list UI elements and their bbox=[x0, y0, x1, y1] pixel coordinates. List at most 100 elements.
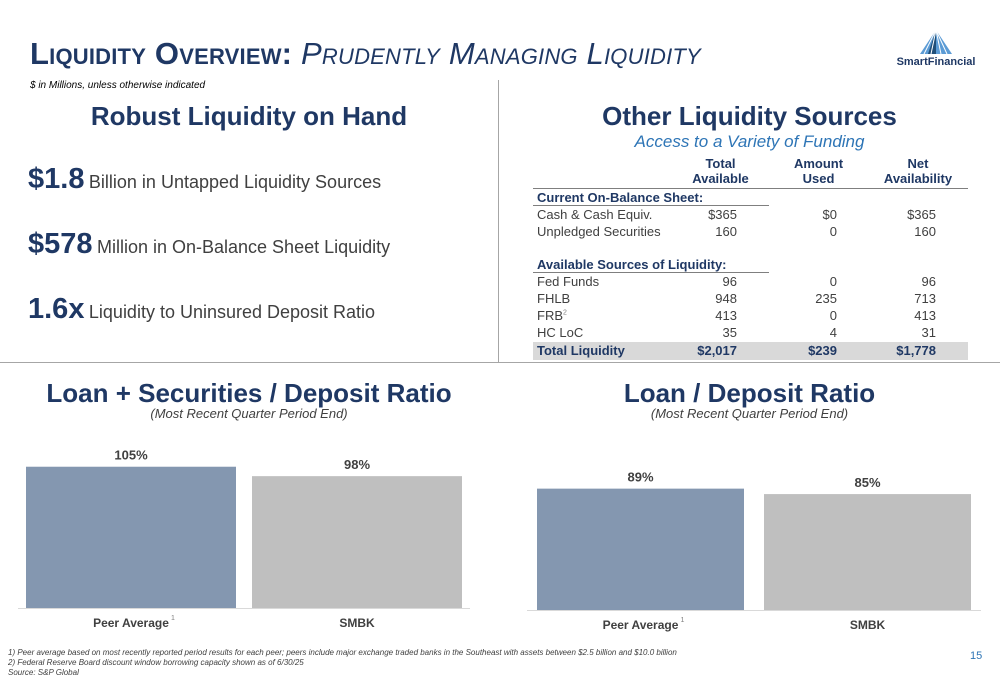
chart1: 105% Peer Average 1 98% SMBK bbox=[0, 440, 498, 640]
cell-total: $365 bbox=[708, 207, 737, 222]
chart2-heading: Loan / Deposit Ratio bbox=[623, 378, 876, 408]
stat-value: $1.8 bbox=[28, 163, 85, 195]
horizontal-divider bbox=[0, 362, 1000, 363]
footnote-1: 1) Peer average based on most recently r… bbox=[8, 648, 677, 657]
chart-footnote-marker: 1 bbox=[681, 617, 685, 624]
row-label: FHLB bbox=[537, 291, 571, 306]
row-label-text: FRB bbox=[537, 308, 563, 323]
section-current: Current On-Balance Sheet: bbox=[533, 190, 968, 207]
section-available: Available Sources of Liquidity: bbox=[533, 257, 968, 274]
chart-bar bbox=[252, 476, 462, 608]
footnote-marker: 2 bbox=[563, 309, 567, 317]
source-note: Source: S&P Global bbox=[8, 668, 79, 677]
col-header-total: Total Available bbox=[683, 156, 758, 186]
table-row: Cash & Cash Equiv. $365 $0 $365 bbox=[533, 207, 968, 224]
vertical-divider bbox=[498, 80, 499, 362]
col-header-used: Amount Used bbox=[781, 156, 856, 186]
stat-value: $578 bbox=[28, 228, 93, 260]
row-label: Fed Funds bbox=[537, 274, 600, 289]
cell-net: $1,778 bbox=[896, 343, 936, 358]
col-header-net: Net Availability bbox=[873, 156, 963, 186]
chart-data-label: 89% bbox=[627, 470, 653, 485]
chart-category-label: SMBK bbox=[339, 616, 375, 630]
stat-ratio: 1.6x Liquidity to Uninsured Deposit Rati… bbox=[28, 293, 375, 326]
cell-net: 713 bbox=[914, 291, 936, 306]
cell-used: 4 bbox=[829, 325, 837, 340]
cell-total: 413 bbox=[715, 308, 737, 323]
cell-total: 96 bbox=[722, 274, 737, 289]
units-note: $ in Millions, unless otherwise indicate… bbox=[30, 80, 206, 91]
chart2-subheading: (Most Recent Quarter Period End) bbox=[650, 406, 849, 421]
row-label: FRB2 bbox=[537, 308, 567, 323]
stat-on-balance: $578 Million in On-Balance Sheet Liquidi… bbox=[28, 228, 390, 261]
cell-total: 948 bbox=[715, 291, 737, 306]
cell-net: 31 bbox=[921, 325, 936, 340]
footnotes: 1) Peer average based on most recently r… bbox=[8, 648, 677, 678]
row-label: Cash & Cash Equiv. bbox=[537, 207, 653, 222]
footnote-2: 2) Federal Reserve Board discount window… bbox=[8, 658, 304, 667]
row-label: Unpledged Securities bbox=[537, 224, 661, 239]
cell-net: $365 bbox=[907, 207, 936, 222]
section-label: Current On-Balance Sheet: bbox=[537, 190, 704, 205]
table-row: Fed Funds 96 0 96 bbox=[533, 274, 968, 291]
section-label: Available Sources of Liquidity: bbox=[537, 257, 727, 272]
logo-text: SmartFinancial bbox=[896, 56, 976, 68]
other-sources-subheading: Access to a Variety of Funding bbox=[634, 132, 865, 151]
chart-category-label: SMBK bbox=[850, 618, 886, 632]
stat-value: 1.6x bbox=[28, 293, 85, 325]
other-sources-heading: Other Liquidity Sources bbox=[602, 101, 897, 131]
company-logo: SmartFinancial bbox=[884, 28, 988, 72]
logo-mountain-icon bbox=[920, 29, 952, 55]
cell-net: 413 bbox=[914, 308, 936, 323]
title-sub: Prudently Managing Liquidity bbox=[301, 36, 701, 71]
cell-used: 235 bbox=[815, 291, 837, 306]
chart1-svg: 105% Peer Average 1 98% SMBK bbox=[18, 448, 470, 630]
table-row: HC LoC 35 4 31 bbox=[533, 325, 968, 342]
chart-data-label: 85% bbox=[854, 475, 880, 490]
row-label: HC LoC bbox=[537, 325, 584, 340]
chart-footnote-marker: 1 bbox=[171, 615, 175, 622]
col-header-line: Amount bbox=[793, 156, 844, 171]
cell-total: 35 bbox=[722, 325, 737, 340]
col-header-line: Total bbox=[705, 156, 736, 171]
stat-label: Million in On-Balance Sheet Liquidity bbox=[96, 237, 391, 257]
chart-bar bbox=[537, 488, 744, 610]
cell-used: $0 bbox=[822, 207, 837, 222]
col-header-line: Available bbox=[692, 171, 749, 186]
chart2-svg: 89% Peer Average 1 85% SMBK bbox=[527, 470, 981, 632]
chart1-heading: Loan + Securities / Deposit Ratio bbox=[46, 378, 452, 408]
col-header-line: Net bbox=[907, 156, 929, 171]
total-row: Total Liquidity $2,017 $239 $1,778 bbox=[533, 342, 968, 360]
chart2: 89% Peer Average 1 85% SMBK bbox=[499, 440, 1000, 640]
col-header-line: Used bbox=[802, 171, 835, 186]
chart-data-label: 105% bbox=[114, 448, 148, 463]
title-main: Liquidity Overview: bbox=[30, 36, 293, 71]
cell-used: 0 bbox=[829, 274, 837, 289]
page-number: 15 bbox=[970, 650, 983, 662]
table-row: FRB2 413 0 413 bbox=[533, 308, 968, 325]
section-underline bbox=[533, 205, 769, 206]
cell-net: 160 bbox=[914, 224, 936, 239]
col-header-line: Availability bbox=[883, 171, 953, 186]
chart-bar bbox=[26, 466, 236, 608]
cell-used: 0 bbox=[829, 308, 837, 323]
cell-net: 96 bbox=[921, 274, 936, 289]
chart-data-label: 98% bbox=[344, 457, 370, 472]
chart-category-label: Peer Average bbox=[603, 618, 679, 632]
chart1-subheading: (Most Recent Quarter Period End) bbox=[150, 406, 348, 421]
cell-used: 0 bbox=[829, 224, 837, 239]
section-underline bbox=[533, 272, 769, 273]
table-row: FHLB 948 235 713 bbox=[533, 291, 968, 308]
robust-liquidity-heading: Robust Liquidity on Hand bbox=[90, 101, 408, 131]
table-header-row: Total Available Amount Used Net Availabi… bbox=[533, 156, 968, 188]
chart-bar bbox=[764, 494, 971, 610]
page-title: Liquidity Overview: Prudently Managing L… bbox=[30, 36, 701, 72]
stat-label: Liquidity to Uninsured Deposit Ratio bbox=[88, 302, 376, 322]
cell-total: 160 bbox=[715, 224, 737, 239]
header-rule bbox=[533, 188, 968, 189]
table-row: Unpledged Securities 160 0 160 bbox=[533, 224, 968, 241]
stat-untapped: $1.8 Billion in Untapped Liquidity Sourc… bbox=[28, 163, 381, 196]
row-label: Total Liquidity bbox=[537, 343, 625, 358]
cell-used: $239 bbox=[808, 343, 837, 358]
chart-category-label: Peer Average bbox=[93, 616, 169, 630]
